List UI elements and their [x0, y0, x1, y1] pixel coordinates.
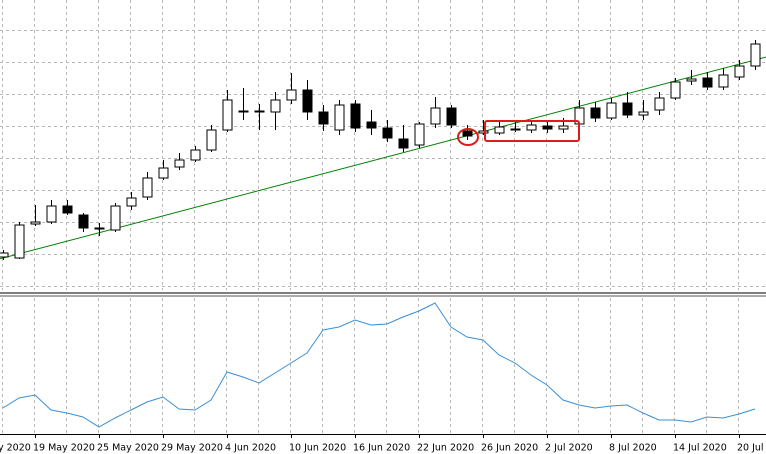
- x-tick-label: 14 Jul 2020: [673, 443, 727, 454]
- candle-body: [126, 197, 137, 207]
- annotation-box: [484, 120, 580, 142]
- candle-body: [734, 65, 745, 78]
- candle-body: [78, 214, 89, 229]
- x-tick-label: 29 May 2020: [161, 443, 223, 454]
- candle-body: [446, 107, 457, 126]
- candle-body: [398, 138, 409, 149]
- candle-body: [142, 177, 153, 198]
- candle-body: [702, 77, 713, 88]
- candle-body: [254, 110, 265, 113]
- candle-body: [158, 167, 169, 179]
- candle-body: [462, 130, 473, 137]
- candle-body: [286, 89, 297, 101]
- candle-body: [526, 124, 537, 131]
- candle-body: [270, 99, 281, 113]
- candle-body: [510, 128, 521, 131]
- candle-body: [0, 252, 9, 258]
- candle-body: [622, 102, 633, 116]
- indicator-line: [2, 302, 756, 428]
- candle-body: [190, 149, 201, 161]
- candle-body: [302, 89, 313, 113]
- candle-body: [206, 129, 217, 151]
- candle-body: [638, 111, 649, 116]
- candle-body: [414, 123, 425, 146]
- candle-body: [382, 127, 393, 139]
- x-tick-label: 22 Jun 2020: [417, 443, 474, 454]
- candle-body: [318, 111, 329, 125]
- candle-body: [654, 97, 665, 111]
- candle-body: [558, 125, 569, 130]
- candle-body: [606, 102, 617, 119]
- candle-body: [686, 78, 697, 82]
- candle-body: [62, 205, 73, 214]
- candle-body: [478, 130, 489, 134]
- candle-body: [94, 227, 105, 230]
- x-tick-label: 2 Jul 2020: [545, 443, 593, 454]
- candle-body: [350, 103, 361, 129]
- trendline: [0, 56, 766, 260]
- candle-body: [494, 126, 505, 134]
- x-tick-label: 10 Jun 2020: [289, 443, 346, 454]
- x-tick-label: 8 Jul 2020: [609, 443, 657, 454]
- candle-body: [718, 74, 729, 88]
- x-tick-label: 16 Jun 2020: [353, 443, 410, 454]
- candle-body: [334, 104, 345, 131]
- candle-body: [30, 221, 41, 225]
- x-tick-label: 25 May 2020: [97, 443, 159, 454]
- annotation-circle: [457, 128, 479, 146]
- candle-body: [238, 110, 249, 113]
- candle-body: [542, 125, 553, 130]
- x-tick-label: 4 Jun 2020: [225, 443, 276, 454]
- x-tick-label: 20 Jul 2020: [737, 443, 766, 454]
- candle-body: [14, 224, 25, 259]
- candle-body: [750, 43, 761, 67]
- x-tick-label: 19 May 2020: [33, 443, 95, 454]
- x-tick-label: y 2020: [0, 443, 31, 454]
- candle-body: [590, 107, 601, 119]
- candle-body: [110, 205, 121, 231]
- candle-body: [430, 107, 441, 125]
- x-tick-label: 26 Jun 2020: [481, 443, 538, 454]
- grid: [0, 0, 766, 434]
- candle-body: [222, 99, 233, 131]
- candle-body: [670, 81, 681, 99]
- candle-body: [174, 159, 185, 168]
- candle-body: [366, 121, 377, 129]
- candle-body: [46, 205, 57, 223]
